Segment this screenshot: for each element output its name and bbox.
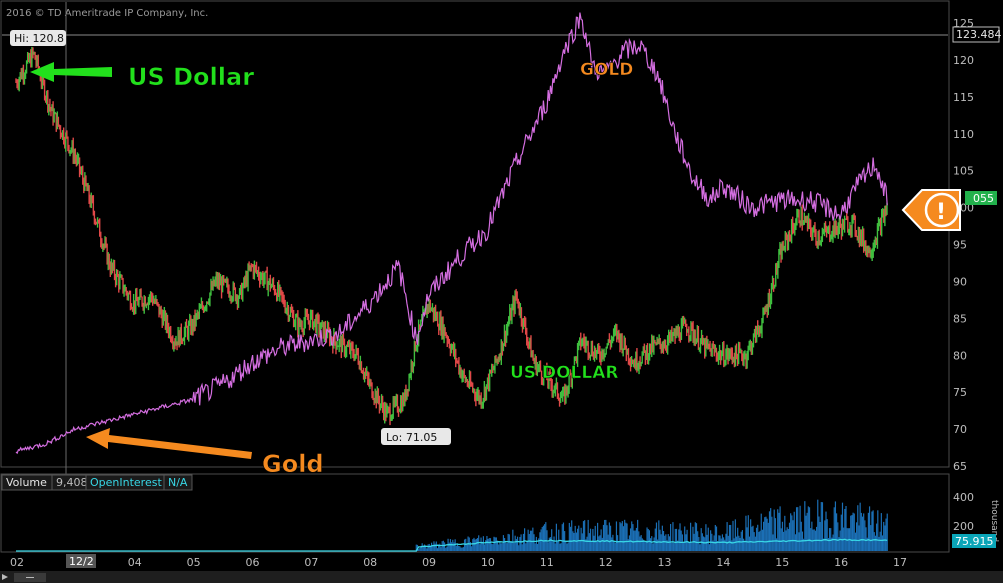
usd-price-tag: 055: [965, 191, 997, 205]
alert-badge[interactable]: !: [901, 189, 961, 231]
y-tick-label: 105: [953, 165, 974, 178]
x-tick-label: 08: [363, 556, 377, 569]
open-interest-line: [16, 538, 888, 552]
x-tick-label: 11: [540, 556, 554, 569]
volume-tick-400: 400: [953, 491, 974, 504]
volume-value: 9,408: [56, 476, 88, 489]
us-dollar-arrow: [30, 62, 112, 82]
main-panel-bg: [0, 0, 1003, 470]
scrollbar-track[interactable]: [0, 571, 1003, 583]
x-axis: 02030405060708091011121314151617: [10, 556, 907, 569]
y-tick-label: 70: [953, 423, 967, 436]
x-tick-label: 13: [658, 556, 672, 569]
x-tick-label: 06: [245, 556, 259, 569]
hi-label: Hi: 120.8: [14, 32, 64, 45]
gold-series-annotation: GOLD: [580, 60, 633, 80]
x-tick-label: 14: [716, 556, 730, 569]
oi-value-tag: 75.915: [952, 534, 996, 548]
current-price-tag: 123.484: [952, 26, 1002, 43]
volume-tick-200: 200: [953, 520, 974, 533]
oi-value: 75.915: [955, 535, 994, 548]
x-tick-label: 07: [304, 556, 318, 569]
x-tick-label: 02: [10, 556, 24, 569]
y-tick-label: 85: [953, 312, 967, 325]
y-tick-label: 80: [953, 349, 967, 362]
alert-icon: !: [936, 200, 946, 225]
lo-callout: Lo: 71.05: [381, 428, 451, 445]
volume-legend: Volume 9,408 OpenInterest N/A: [1, 474, 193, 491]
open-interest-value: N/A: [168, 476, 188, 489]
volume-label: Volume: [6, 476, 47, 489]
x-tick-label: 16: [834, 556, 848, 569]
y-tick-label: 75: [953, 386, 967, 399]
x-tick-label: 15: [775, 556, 789, 569]
x-tick-label: 04: [128, 556, 142, 569]
hi-callout: Hi: 120.8: [10, 30, 66, 46]
current-price-value: 123.484: [956, 28, 1002, 41]
us-dollar-annotation: US Dollar: [128, 63, 254, 91]
y-tick-label: 115: [953, 91, 974, 104]
y-tick-label: 110: [953, 128, 974, 141]
main-panel-border: [0, 0, 950, 468]
usd-price-value: 055: [973, 192, 994, 205]
open-interest-label: OpenInterest: [90, 476, 162, 489]
copyright-text: 2016 © TD Ameritrade IP Company, Inc.: [6, 8, 208, 19]
y-tick-label: 120: [953, 54, 974, 67]
gold-arrow: [86, 428, 252, 459]
cursor-date: 12/2: [69, 555, 94, 568]
usd-series-annotation: US DOLLAR: [510, 363, 618, 383]
y-tick-label: 90: [953, 275, 967, 288]
x-tick-label: 17: [893, 556, 907, 569]
gold-series-line: [15, 12, 888, 455]
usd-candles: [15, 46, 888, 426]
x-tick-label: 09: [422, 556, 436, 569]
y-tick-label: 95: [953, 239, 967, 252]
x-tick-label: 10: [481, 556, 495, 569]
scroll-minus-icon[interactable]: [26, 577, 34, 578]
scroll-left-icon[interactable]: [2, 574, 8, 580]
y-tick-label: 65: [953, 460, 967, 473]
x-tick-label: 12: [599, 556, 613, 569]
cursor-date-tag: 12/2: [66, 554, 96, 568]
volume-axis-unit: thousand: [989, 500, 999, 542]
x-tick-label: 05: [187, 556, 201, 569]
lo-label: Lo: 71.05: [386, 431, 437, 444]
